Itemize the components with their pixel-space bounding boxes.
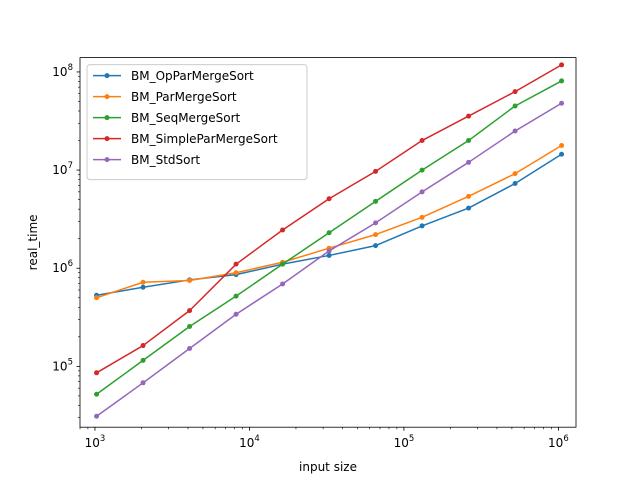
data-point xyxy=(373,232,379,238)
data-point xyxy=(419,189,425,195)
data-point xyxy=(326,248,332,254)
x-axis-label: input size xyxy=(299,460,357,474)
data-point xyxy=(559,78,565,84)
series-1 xyxy=(94,143,565,301)
data-point xyxy=(466,205,472,211)
data-point xyxy=(94,370,100,376)
data-point xyxy=(280,261,286,267)
x-axis-ticks: 103 104 105 106 xyxy=(79,427,569,450)
data-point xyxy=(419,167,425,173)
data-point xyxy=(373,198,379,204)
data-point xyxy=(140,380,146,386)
data-point xyxy=(187,323,193,329)
legend-label: BM_ParMergeSort xyxy=(131,90,237,104)
legend-box xyxy=(86,64,308,181)
data-point xyxy=(140,343,146,349)
legend: BM_OpParMergeSort BM_ParMergeSort BM_SeqMe… xyxy=(86,64,308,181)
x-tick-label: 103 xyxy=(85,434,106,450)
y-tick-label: 106 xyxy=(52,259,73,275)
y-tick-label: 107 xyxy=(52,161,73,177)
legend-swatch-marker xyxy=(104,157,110,163)
legend-swatch-marker xyxy=(104,115,110,121)
data-point xyxy=(140,357,146,363)
data-point xyxy=(94,391,100,397)
data-point xyxy=(512,103,518,109)
data-point xyxy=(187,277,193,283)
data-point xyxy=(326,252,332,258)
legend-label: BM_StdSort xyxy=(131,153,200,167)
data-point xyxy=(373,168,379,174)
legend-label: BM_OpParMergeSort xyxy=(131,69,254,83)
data-point xyxy=(512,89,518,95)
y-axis-label: real_time xyxy=(26,214,40,270)
legend-label: BM_SimpleParMergeSort xyxy=(131,132,278,146)
legend-swatch-marker xyxy=(104,94,110,100)
legend-label: BM_SeqMergeSort xyxy=(131,111,241,125)
data-point xyxy=(559,100,565,106)
data-point xyxy=(512,180,518,186)
data-point xyxy=(326,196,332,202)
data-point xyxy=(280,281,286,287)
data-point xyxy=(419,214,425,220)
data-point xyxy=(466,159,472,165)
data-point xyxy=(373,220,379,226)
data-point xyxy=(512,171,518,177)
data-point xyxy=(419,138,425,144)
data-point xyxy=(419,223,425,229)
y-axis-ticks: 105 106 107 108 xyxy=(52,63,80,418)
data-point xyxy=(187,346,193,352)
data-point xyxy=(466,113,472,119)
y-tick-label: 105 xyxy=(52,357,73,373)
legend-swatch-marker xyxy=(104,136,110,142)
data-point xyxy=(559,62,565,68)
x-tick-label: 104 xyxy=(239,434,260,450)
data-point xyxy=(559,151,565,157)
series-4 xyxy=(94,100,565,419)
series-3 xyxy=(94,62,565,376)
data-point xyxy=(373,243,379,249)
legend-swatch-marker xyxy=(104,73,110,79)
y-tick-label: 108 xyxy=(52,63,73,79)
series-layer xyxy=(94,62,565,419)
data-point xyxy=(94,295,100,301)
data-point xyxy=(466,138,472,144)
data-point xyxy=(140,279,146,285)
x-tick-label: 106 xyxy=(548,434,569,450)
x-tick-label: 105 xyxy=(394,434,415,450)
data-point xyxy=(233,293,239,299)
data-point xyxy=(233,270,239,276)
data-point xyxy=(187,308,193,314)
data-point xyxy=(559,143,565,149)
data-point xyxy=(233,261,239,267)
data-point xyxy=(233,311,239,317)
data-point xyxy=(94,413,100,419)
series-2 xyxy=(94,78,565,397)
data-point xyxy=(140,284,146,290)
data-point xyxy=(466,193,472,199)
plot-frame xyxy=(79,57,577,428)
data-point xyxy=(326,230,332,236)
data-point xyxy=(512,128,518,134)
data-point xyxy=(280,227,286,233)
